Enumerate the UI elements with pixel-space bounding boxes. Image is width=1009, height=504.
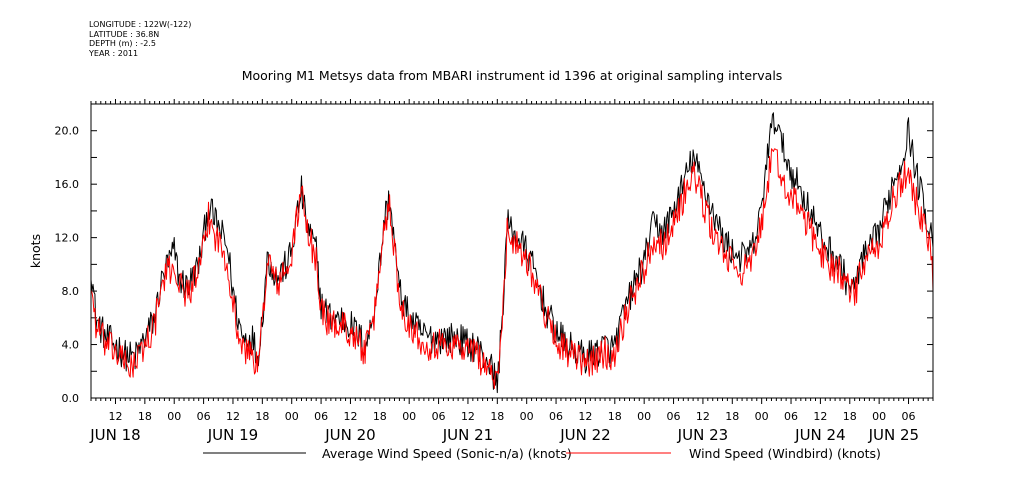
x-hour-label: 12	[461, 410, 475, 423]
depth-text: DEPTH (m) : -2.5	[89, 39, 156, 48]
x-hour-label: 12	[813, 410, 827, 423]
series-line-windbird	[90, 148, 934, 389]
x-hour-label: 18	[373, 410, 387, 423]
y-tick-label: 12.0	[55, 232, 80, 245]
x-hour-label: 00	[402, 410, 416, 423]
x-hour-label: 00	[755, 410, 769, 423]
x-day-label: JUN 25	[868, 426, 919, 444]
x-hour-label: 00	[872, 410, 886, 423]
x-hour-label: 18	[255, 410, 269, 423]
x-hour-label: 12	[696, 410, 710, 423]
x-day-label: JUN 20	[324, 426, 375, 444]
y-tick-label: 8.0	[62, 285, 80, 298]
y-tick-label: 4.0	[62, 339, 80, 352]
x-day-label: JUN 21	[442, 426, 493, 444]
y-tick-label: 20.0	[55, 125, 80, 138]
longitude-text: LONGITUDE : 122W(-122)	[89, 20, 192, 29]
legend-label-average-wind: Average Wind Speed (Sonic-n/a) (knots)	[322, 446, 572, 461]
x-day-label: JUN 19	[207, 426, 258, 444]
y-tick-label: 16.0	[55, 178, 80, 191]
axis-labels: 0.0 4.0 8.0 12.0 16.0 20.0 12 18 00 06 12 18 00 06 12 1…	[55, 125, 920, 444]
x-hour-label: 18	[138, 410, 152, 423]
latitude-text: LATITUDE : 36.8N	[89, 29, 160, 39]
x-hour-label: 12	[343, 410, 357, 423]
x-hour-label: 18	[608, 410, 622, 423]
legend: Average Wind Speed (Sonic-n/a) (knots) W…	[203, 446, 881, 461]
metadata-block: LONGITUDE : 122W(-122) LATITUDE : 36.8N …	[89, 20, 191, 58]
x-hour-label: 18	[843, 410, 857, 423]
x-hour-label: 06	[667, 410, 681, 423]
x-hour-label: 12	[108, 410, 122, 423]
x-hour-label: 18	[725, 410, 739, 423]
x-day-label: JUN 18	[89, 426, 140, 444]
x-hour-label: 12	[578, 410, 592, 423]
x-hour-label: 06	[432, 410, 446, 423]
x-hour-label: 00	[285, 410, 299, 423]
axis-ticks	[90, 99, 934, 404]
y-tick-label: 0.0	[62, 392, 80, 405]
x-hour-label: 18	[490, 410, 504, 423]
series-layer	[90, 112, 934, 394]
x-hour-label: 06	[197, 410, 211, 423]
plot-frame	[90, 103, 934, 399]
x-hour-label: 12	[226, 410, 240, 423]
legend-label-windbird: Wind Speed (Windbird) (knots)	[689, 446, 881, 461]
x-hour-label: 06	[549, 410, 563, 423]
x-hour-label: 06	[784, 410, 798, 423]
x-hour-label: 00	[167, 410, 181, 423]
x-hour-label: 00	[520, 410, 534, 423]
x-day-label: JUN 22	[559, 426, 610, 444]
x-hour-label: 06	[902, 410, 916, 423]
x-hour-label: 06	[314, 410, 328, 423]
chart-title: Mooring M1 Metsys data from MBARI instru…	[242, 68, 783, 83]
x-day-label: JUN 23	[677, 426, 728, 444]
x-hour-label: 00	[637, 410, 651, 423]
series-line-average-wind	[90, 112, 934, 394]
y-axis-label: knots	[28, 234, 43, 268]
year-text: YEAR : 2011	[89, 48, 139, 58]
x-day-label: JUN 24	[794, 426, 845, 444]
